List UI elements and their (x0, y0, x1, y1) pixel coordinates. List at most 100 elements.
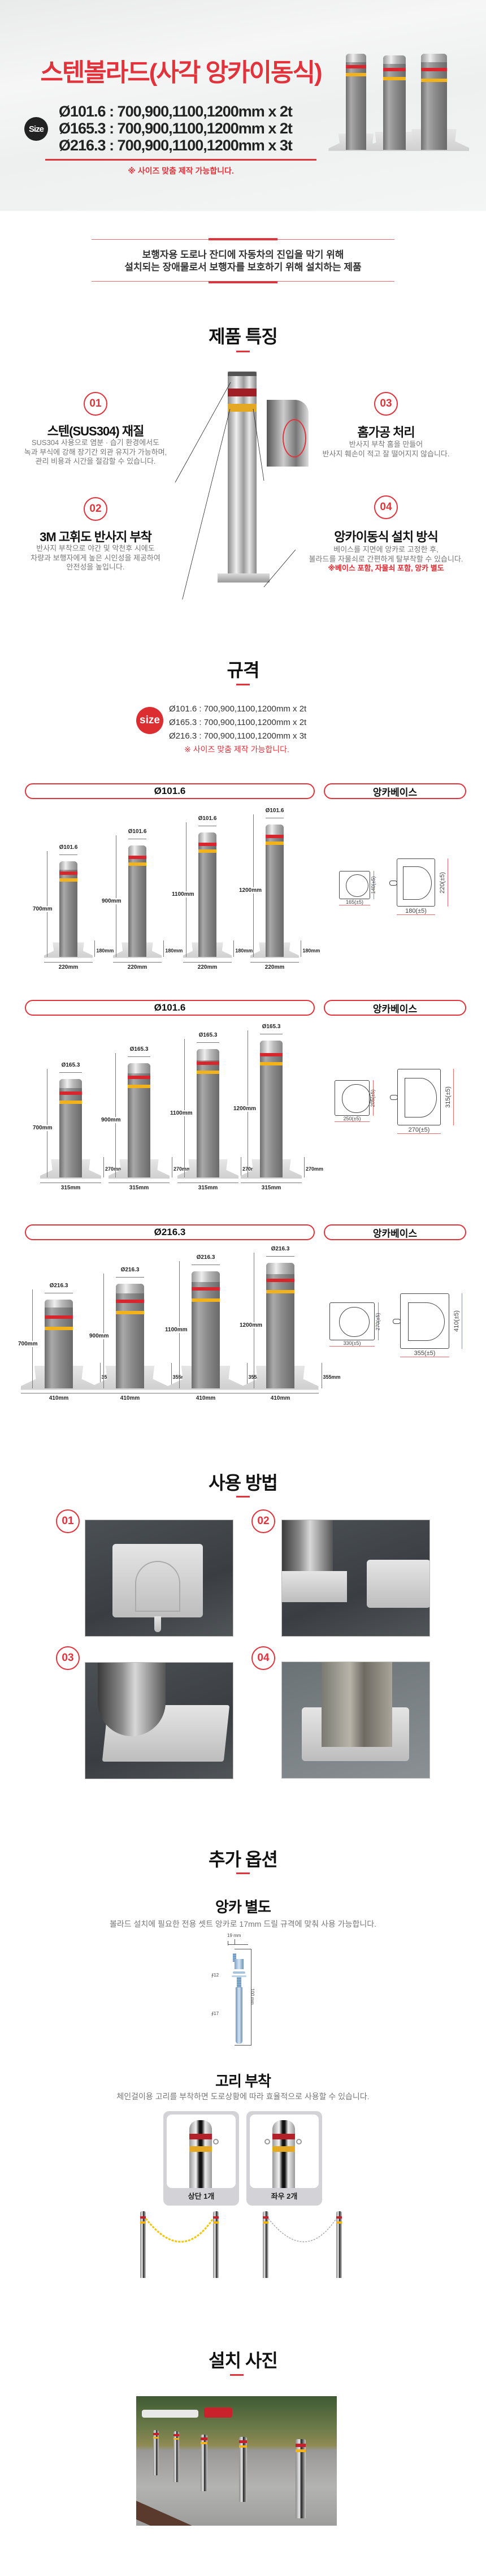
height-label: 1100mm (171, 891, 195, 897)
anchor-base-header: 앙카베이스 (324, 783, 466, 799)
diameter-label: Ø101.6 (265, 808, 284, 814)
spec-bollard (59, 861, 77, 957)
callout-lines (175, 382, 296, 599)
option-title-anchor: 앙카 별도 (215, 1898, 271, 1915)
base-width-arrow (183, 962, 232, 963)
base-width-label: 410mm (270, 1395, 290, 1401)
spec-bollard (116, 1284, 144, 1388)
size-line: Ø165.3 : 700,900,1100,1200mm x 2t (59, 120, 293, 137)
feature-base-plate (218, 573, 270, 582)
dimension-line (453, 1069, 454, 1125)
height-label: 1100mm (170, 1110, 193, 1116)
section-title-options: 추가 옵션 (209, 1849, 278, 1870)
feature-number: 04 (374, 495, 398, 519)
base-height-arrow (94, 940, 96, 957)
diameter-label: Ø165.3 (129, 1046, 149, 1052)
spec-bollard (59, 1079, 82, 1177)
base-width-label: 220mm (58, 964, 79, 970)
feature-bollard-image (228, 372, 257, 575)
height-arrow (103, 1274, 104, 1388)
install-photo (136, 2396, 337, 2526)
base-height-arrow (171, 1363, 172, 1388)
height-label: 900mm (101, 1117, 122, 1123)
diameter-arrow (59, 1072, 82, 1073)
feature-desc: 반사지 부착으로 야간 및 악천후 시에도 차량과 보행자에게 높은 시인성을 제… (31, 544, 160, 571)
section-title-usage: 사용 방법 (209, 1473, 278, 1493)
base-height-label: 270mm (173, 1166, 192, 1172)
divider (45, 159, 316, 161)
title-underline (236, 1496, 250, 1498)
title-underline (236, 684, 250, 685)
size-badge: size (136, 707, 163, 734)
diameter-arrow (197, 1042, 219, 1043)
custom-size-note: ※ 사이즈 맞춤 제작 가능합니다. (184, 745, 289, 754)
feature-number: 01 (84, 392, 107, 416)
height-label: 1200mm (238, 887, 263, 894)
diameter-label: Ø216.3 (49, 1283, 68, 1289)
section-title-spec: 규격 (227, 660, 260, 680)
height-label: 1100mm (164, 1326, 188, 1333)
size-badge: Size (24, 117, 48, 141)
option-title-hook: 고리 부착 (215, 2073, 271, 2090)
diameter-arrow (128, 1056, 150, 1057)
hook-option-label: 좌우 2개 (271, 2192, 298, 2200)
feature-desc: 반사지 부착 홈을 만들어 반사지 훼손이 적고 잘 떨어지지 않습니다. (322, 440, 450, 458)
hook-option-card: 좌우 2개 (246, 2111, 322, 2206)
small-plate-drawing (335, 1080, 371, 1116)
base-height-arrow (304, 1157, 305, 1177)
small-plate-drawing (329, 1302, 375, 1340)
feature-title: 앙카이동식 설치 방식 (334, 530, 438, 544)
base-height-label: 270mm (105, 1166, 123, 1172)
spec-bollard (260, 1041, 283, 1177)
anchor-dim: ∮17 (211, 2011, 219, 2016)
size-line: Ø216.3 : 700,900,1100,1200mm x 3t (59, 137, 293, 154)
dimension-line (373, 1080, 374, 1116)
plate-dimension: 270(±5) (408, 1127, 430, 1133)
step-number: 01 (56, 1509, 80, 1533)
spec-bollard (192, 1271, 220, 1388)
diameter-arrow (266, 1256, 294, 1257)
base-width-label: 315mm (198, 1185, 218, 1191)
base-width-label: 410mm (49, 1395, 69, 1401)
option-desc-anchor: 볼라드 설치에 필요한 전용 셋트 앙카로 17mm 드릴 규격에 맞춰 사용 … (110, 1919, 376, 1928)
feature-desc: 베이스를 지면에 앙카로 고정한 후, 볼라드를 자물쇠로 간편하게 탈부착할 수… (290, 545, 482, 573)
plate-dimension: 140(±5) (370, 876, 376, 894)
base-width-arrow (112, 962, 162, 963)
height-label: 700mm (32, 905, 53, 912)
groove-detail-image (267, 400, 309, 467)
base-height-label: 180mm (96, 948, 114, 953)
divider-accent (209, 281, 277, 283)
section-title-install: 설치 사진 (209, 2350, 278, 2371)
dimension-line (335, 1121, 370, 1122)
diameter-label: Ø165.3 (262, 1024, 281, 1030)
dimension-line (329, 1346, 375, 1347)
height-label: 700mm (18, 1340, 38, 1347)
feature-title: 홈가공 처리 (357, 425, 415, 439)
base-height-arrow (99, 1363, 101, 1388)
large-plate-drawing (393, 1293, 449, 1349)
plate-dimension: 410(±5) (453, 1310, 460, 1332)
divider-accent (209, 238, 277, 240)
title-underline (236, 351, 250, 352)
small-plate-drawing (339, 871, 370, 899)
step-photo (281, 1662, 430, 1779)
diameter-label: Ø216.3 (271, 1246, 290, 1252)
spec-line: Ø101.6 : 700,900,1100,1200mm x 2t (169, 704, 307, 714)
intro-line: 설치되는 장애물로서 보행자를 보호하기 위해 설치하는 제품 (124, 262, 362, 273)
spec-bollard (45, 1300, 73, 1388)
height-label: 1200mm (239, 1322, 263, 1328)
plate-dimension: 250(±5) (343, 1116, 361, 1121)
height-arrow (115, 1053, 116, 1177)
diameter-label: Ø101.6 (198, 815, 217, 822)
base-width-label: 315mm (261, 1185, 281, 1191)
height-arrow (253, 814, 254, 957)
size-line: Ø101.6 : 700,900,1100,1200mm x 2t (59, 103, 293, 120)
base-width-label: 410mm (196, 1395, 216, 1401)
plate-dimension: 330(±5) (343, 1340, 361, 1346)
chain-bollards-image (136, 2208, 350, 2279)
feature-note: ※베이스 포함, 자물쇠 포함, 앙카 별도 (328, 564, 444, 572)
diameter-label: Ø165.3 (61, 1062, 80, 1068)
feature-number: 03 (374, 392, 398, 416)
plate-dimension: 315(±5) (444, 1086, 452, 1108)
plate-dimension: 270(±5) (375, 1313, 381, 1330)
